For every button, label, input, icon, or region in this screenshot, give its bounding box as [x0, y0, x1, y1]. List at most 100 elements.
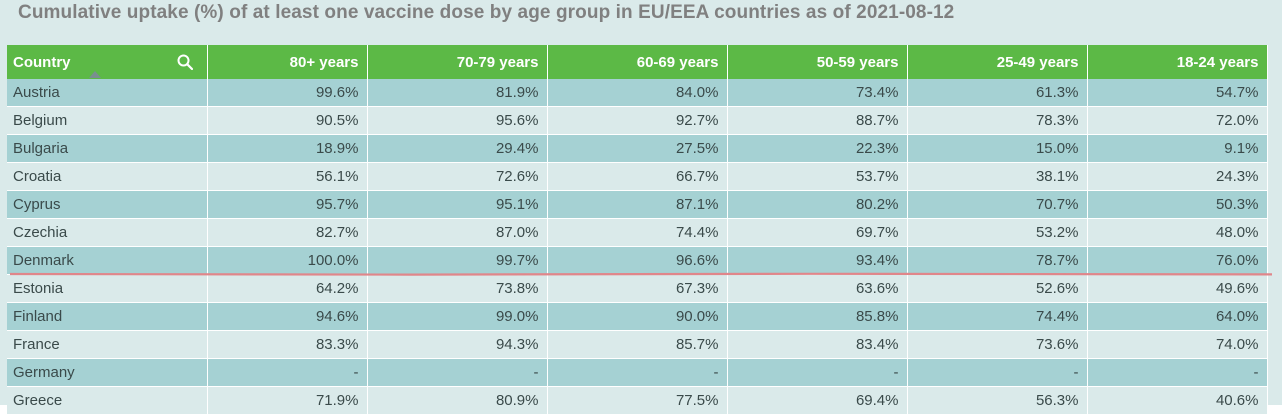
uptake-cell: 71.9% [207, 386, 368, 415]
uptake-cell: 96.6% [547, 246, 728, 275]
country-cell: Greece [7, 386, 208, 415]
country-cell: Cyprus [7, 190, 208, 219]
header-row: Country 80+ years 70-79 years 60-69 year… [7, 45, 1268, 79]
uptake-cell: 83.3% [207, 330, 368, 359]
table-row[interactable]: Croatia 56.1% 72.6% 66.7% 53.7% 38.1% 24.3% [7, 162, 1268, 191]
uptake-cell: 81.9% [367, 79, 548, 107]
country-cell: Czechia [7, 218, 208, 247]
uptake-cell: 56.3% [907, 386, 1088, 415]
table-row[interactable]: Cyprus 95.7% 95.1% 87.1% 80.2% 70.7% 50.3% [7, 190, 1268, 219]
country-cell: Bulgaria [7, 134, 208, 163]
uptake-cell: 63.6% [727, 274, 908, 303]
column-header-18-24[interactable]: 18-24 years [1087, 45, 1268, 79]
table-row[interactable]: Germany - - - - - - [7, 358, 1268, 387]
uptake-cell: 53.2% [907, 218, 1088, 247]
uptake-cell: 9.1% [1087, 134, 1268, 163]
table-row[interactable]: Belgium 90.5% 95.6% 92.7% 88.7% 78.3% 72.0% [7, 106, 1268, 135]
country-cell: Estonia [7, 274, 208, 303]
uptake-cell: 74.0% [1087, 330, 1268, 359]
uptake-cell: 69.4% [727, 386, 908, 415]
uptake-cell: 73.4% [727, 79, 908, 107]
table-row[interactable]: Greece 71.9% 80.9% 77.5% 69.4% 56.3% 40.6% [7, 386, 1268, 415]
uptake-cell: 49.6% [1087, 274, 1268, 303]
uptake-cell: 48.0% [1087, 218, 1268, 247]
uptake-cell: - [367, 358, 548, 387]
uptake-cell: 95.7% [207, 190, 368, 219]
uptake-cell: 83.4% [727, 330, 908, 359]
uptake-cell: 92.7% [547, 106, 728, 135]
uptake-cell: 80.9% [367, 386, 548, 415]
uptake-cell: 24.3% [1087, 162, 1268, 191]
uptake-cell: 72.6% [367, 162, 548, 191]
sort-ascending-icon[interactable] [89, 71, 101, 78]
uptake-cell: 93.4% [727, 246, 908, 275]
uptake-cell: 94.6% [207, 302, 368, 331]
table-row[interactable]: Czechia 82.7% 87.0% 74.4% 69.7% 53.2% 48.0% [7, 218, 1268, 247]
uptake-cell: 90.0% [547, 302, 728, 331]
column-header-60-69[interactable]: 60-69 years [547, 45, 728, 79]
uptake-cell: 52.6% [907, 274, 1088, 303]
uptake-cell: 15.0% [907, 134, 1088, 163]
uptake-cell: 61.3% [907, 79, 1088, 107]
table-row[interactable]: France 83.3% 94.3% 85.7% 83.4% 73.6% 74.0% [7, 330, 1268, 359]
uptake-cell: 87.1% [547, 190, 728, 219]
country-cell: Austria [7, 79, 208, 107]
uptake-cell: 85.8% [727, 302, 908, 331]
uptake-cell: 74.4% [907, 302, 1088, 331]
table-row[interactable]: Bulgaria 18.9% 29.4% 27.5% 22.3% 15.0% 9.1% [7, 134, 1268, 163]
country-cell: Germany [7, 358, 208, 387]
page-title: Cumulative uptake (%) of at least one va… [18, 2, 955, 23]
country-cell: France [7, 330, 208, 359]
search-icon[interactable] [177, 54, 193, 70]
uptake-cell: 90.5% [207, 106, 368, 135]
uptake-cell: 99.0% [367, 302, 548, 331]
uptake-cell: - [907, 358, 1088, 387]
country-cell: Croatia [7, 162, 208, 191]
uptake-cell: 54.7% [1087, 79, 1268, 107]
uptake-cell: 94.3% [367, 330, 548, 359]
uptake-cell: 73.6% [907, 330, 1088, 359]
uptake-cell: 29.4% [367, 134, 548, 163]
uptake-cell: 87.0% [367, 218, 548, 247]
uptake-cell: 50.3% [1087, 190, 1268, 219]
column-header-25-49[interactable]: 25-49 years [907, 45, 1088, 79]
uptake-cell: 99.6% [207, 79, 368, 107]
vaccine-uptake-table: Country 80+ years 70-79 years 60-69 year… [7, 45, 1268, 415]
uptake-cell: 82.7% [207, 218, 368, 247]
uptake-cell: - [547, 358, 728, 387]
uptake-cell: - [207, 358, 368, 387]
uptake-cell: 78.7% [907, 246, 1088, 275]
uptake-cell: 72.0% [1087, 106, 1268, 135]
table-row[interactable]: Austria 99.6% 81.9% 84.0% 73.4% 61.3% 54.7% [7, 79, 1268, 107]
column-header-80-plus[interactable]: 80+ years [207, 45, 368, 79]
table-row[interactable]: Finland 94.6% 99.0% 90.0% 85.8% 74.4% 64.0% [7, 302, 1268, 331]
uptake-cell: 18.9% [207, 134, 368, 163]
uptake-cell: 85.7% [547, 330, 728, 359]
country-cell: Denmark [7, 246, 208, 275]
uptake-cell: 38.1% [907, 162, 1088, 191]
uptake-cell: 76.0% [1087, 246, 1268, 275]
column-header-country[interactable]: Country [7, 45, 208, 79]
uptake-cell: 80.2% [727, 190, 908, 219]
uptake-cell: 22.3% [727, 134, 908, 163]
uptake-cell: 95.1% [367, 190, 548, 219]
uptake-cell: 40.6% [1087, 386, 1268, 415]
uptake-cell: 100.0% [207, 246, 368, 275]
country-cell: Finland [7, 302, 208, 331]
uptake-cell: 53.7% [727, 162, 908, 191]
uptake-cell: 77.5% [547, 386, 728, 415]
uptake-cell: 67.3% [547, 274, 728, 303]
uptake-cell: 64.0% [1087, 302, 1268, 331]
uptake-cell: 73.8% [367, 274, 548, 303]
uptake-cell: 69.7% [727, 218, 908, 247]
column-header-70-79[interactable]: 70-79 years [367, 45, 548, 79]
uptake-cell: 84.0% [547, 79, 728, 107]
uptake-cell: 88.7% [727, 106, 908, 135]
table-row[interactable]: Estonia 64.2% 73.8% 67.3% 63.6% 52.6% 49.6% [7, 274, 1268, 303]
table-row[interactable]: Denmark 100.0% 99.7% 96.6% 93.4% 78.7% 76.0% [7, 246, 1268, 275]
column-header-50-59[interactable]: 50-59 years [727, 45, 908, 79]
uptake-cell: 56.1% [207, 162, 368, 191]
uptake-cell: 64.2% [207, 274, 368, 303]
uptake-cell: 27.5% [547, 134, 728, 163]
